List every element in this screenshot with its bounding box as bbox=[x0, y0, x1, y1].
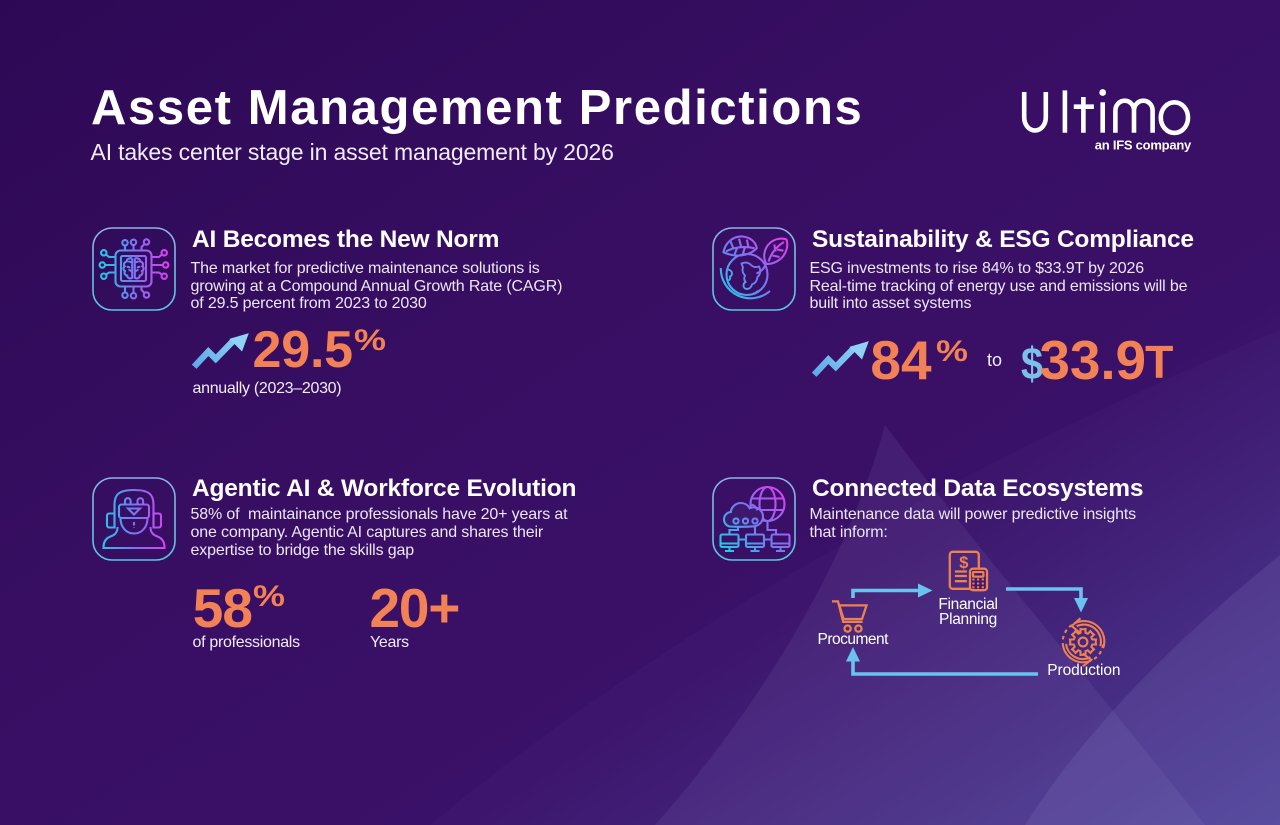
svg-text:an IFS company: an IFS company bbox=[1095, 138, 1192, 153]
svg-text:$: $ bbox=[959, 554, 968, 572]
